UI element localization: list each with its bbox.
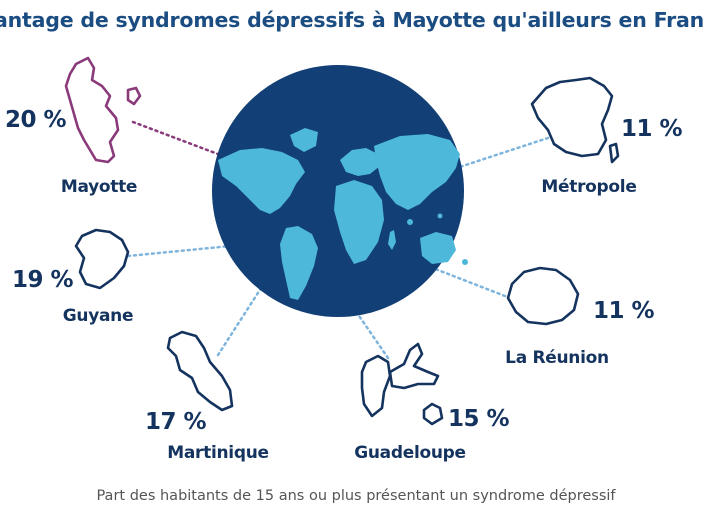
globe-icon bbox=[212, 65, 468, 317]
mayotte-value: 20 % bbox=[5, 107, 67, 133]
guyane-label: Guyane bbox=[63, 306, 133, 326]
connector-mayotte bbox=[131, 120, 302, 187]
mayotte-label: Mayotte bbox=[61, 177, 137, 197]
mayotte-outline-icon bbox=[64, 56, 120, 164]
metropole-outline-icon bbox=[530, 76, 614, 158]
martinique-value: 17 % bbox=[145, 409, 207, 435]
connector-metropole bbox=[418, 136, 550, 182]
guyane-outline-icon bbox=[74, 228, 130, 290]
guadeloupe-outline-icon bbox=[360, 342, 440, 418]
martinique-label: Martinique bbox=[167, 443, 268, 463]
guadeloupe-label: Guadeloupe bbox=[354, 443, 466, 463]
metropole-value: 11 % bbox=[621, 116, 683, 142]
infographic-title: antage de syndromes dépressifs à Mayotte… bbox=[0, 8, 705, 32]
reunion-value: 11 % bbox=[593, 298, 655, 324]
footer-caption: Part des habitants de 15 ans ou plus pré… bbox=[96, 488, 616, 504]
guadeloupe-value: 15 % bbox=[448, 406, 510, 432]
reunion-label: La Réunion bbox=[505, 348, 609, 368]
reunion-outline-icon bbox=[506, 266, 580, 326]
guyane-value: 19 % bbox=[12, 267, 74, 293]
martinique-outline-icon bbox=[166, 330, 234, 412]
mayotte-islet-icon bbox=[126, 86, 142, 106]
guadeloupe-islet-icon bbox=[422, 402, 444, 426]
metropole-corsica-icon bbox=[608, 142, 620, 164]
metropole-label: Métropole bbox=[541, 177, 636, 197]
connector-reunion bbox=[423, 263, 507, 298]
